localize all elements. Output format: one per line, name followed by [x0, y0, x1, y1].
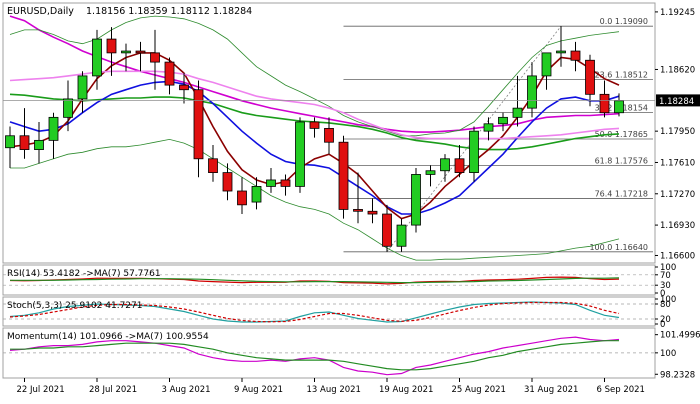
bearish-candle: [383, 214, 392, 246]
y-tick-label: 1.16930: [660, 221, 695, 231]
y-tick-label: 1.17950: [660, 127, 695, 137]
y-tick-label: 101.4996: [660, 331, 700, 341]
bullish-candle: [557, 51, 566, 53]
bullish-candle: [528, 76, 537, 108]
bullish-candle: [64, 99, 73, 117]
bearish-candle: [368, 211, 377, 214]
bullish-candle: [35, 140, 44, 149]
bullish-candle: [49, 117, 58, 140]
y-tick-label: 1.19245: [660, 8, 695, 18]
bearish-candle: [180, 85, 189, 90]
x-tick-label: 9 Aug 2021: [234, 385, 283, 395]
x-tick-label: 28 Jul 2021: [89, 385, 137, 395]
bearish-candle: [600, 94, 609, 112]
bearish-candle: [209, 159, 218, 173]
bearish-candle: [310, 122, 319, 128]
bearish-candle: [455, 159, 464, 173]
fib-label: 61.8 1.17576: [595, 157, 648, 166]
current-price-label: 1.18284: [659, 97, 694, 107]
bearish-candle: [136, 51, 145, 53]
bullish-candle: [397, 225, 406, 246]
bullish-candle: [470, 131, 479, 172]
bearish-candle: [586, 60, 595, 94]
bullish-candle: [93, 39, 102, 76]
bearish-candle: [325, 128, 334, 142]
bullish-candle: [296, 122, 305, 186]
bullish-candle: [615, 101, 624, 113]
bullish-candle: [499, 117, 508, 123]
bullish-candle: [6, 136, 15, 148]
x-tick-label: 31 Aug 2021: [524, 385, 578, 395]
x-tick-label: 19 Aug 2021: [379, 385, 433, 395]
bearish-candle: [571, 51, 580, 60]
ohlc-label: 1.18156 1.18359 1.18112 1.18284: [86, 6, 252, 17]
y-tick-label: 80: [660, 300, 671, 310]
bearish-candle: [107, 39, 116, 53]
bearish-candle: [339, 142, 348, 209]
rsi-title: RSI(14) 53.4182 ->MA(7) 57.7761: [7, 269, 161, 279]
bullish-candle: [252, 186, 261, 202]
bullish-candle: [412, 174, 421, 225]
stoch-title: Stoch(5,3,3) 25.9102 41.7271: [7, 301, 142, 311]
x-tick-label: 13 Aug 2021: [307, 385, 361, 395]
x-tick-label: 6 Sep 2021: [597, 385, 645, 395]
y-tick-label: 1.17270: [660, 190, 695, 200]
bullish-candle: [484, 124, 493, 131]
bearish-candle: [223, 173, 232, 191]
bullish-candle: [542, 53, 551, 76]
x-tick-label: 22 Jul 2021: [17, 385, 65, 395]
x-tick-label: 3 Aug 2021: [162, 385, 211, 395]
y-tick-label: 98.2328: [660, 370, 695, 380]
fib-label: 0.0 1.19090: [600, 17, 648, 26]
bullish-candle: [513, 108, 522, 117]
fib-label: 76.4 1.17218: [595, 190, 648, 199]
x-tick-label: 25 Aug 2021: [452, 385, 506, 395]
y-tick-label: 70: [660, 271, 671, 281]
bearish-candle: [281, 180, 290, 186]
bearish-candle: [20, 136, 29, 150]
y-tick-label: 1.18620: [660, 65, 695, 75]
y-tick-label: 1.17610: [660, 158, 695, 168]
bullish-candle: [78, 76, 87, 99]
bearish-candle: [238, 191, 247, 205]
bullish-candle: [122, 51, 131, 53]
y-tick-label: 100: [660, 349, 676, 359]
bearish-candle: [354, 209, 363, 211]
bullish-candle: [426, 171, 435, 175]
bearish-candle: [151, 53, 160, 62]
symbol-label: EURUSD,Daily: [7, 6, 74, 17]
bullish-candle: [267, 180, 276, 186]
y-tick-label: 1.16600: [660, 251, 695, 261]
bearish-candle: [165, 62, 174, 85]
y-tick-label: 0: [660, 320, 665, 330]
momentum-title: Momentum(14) 101.0966 ->MA(7) 100.9554: [7, 332, 209, 342]
bullish-candle: [441, 159, 450, 171]
